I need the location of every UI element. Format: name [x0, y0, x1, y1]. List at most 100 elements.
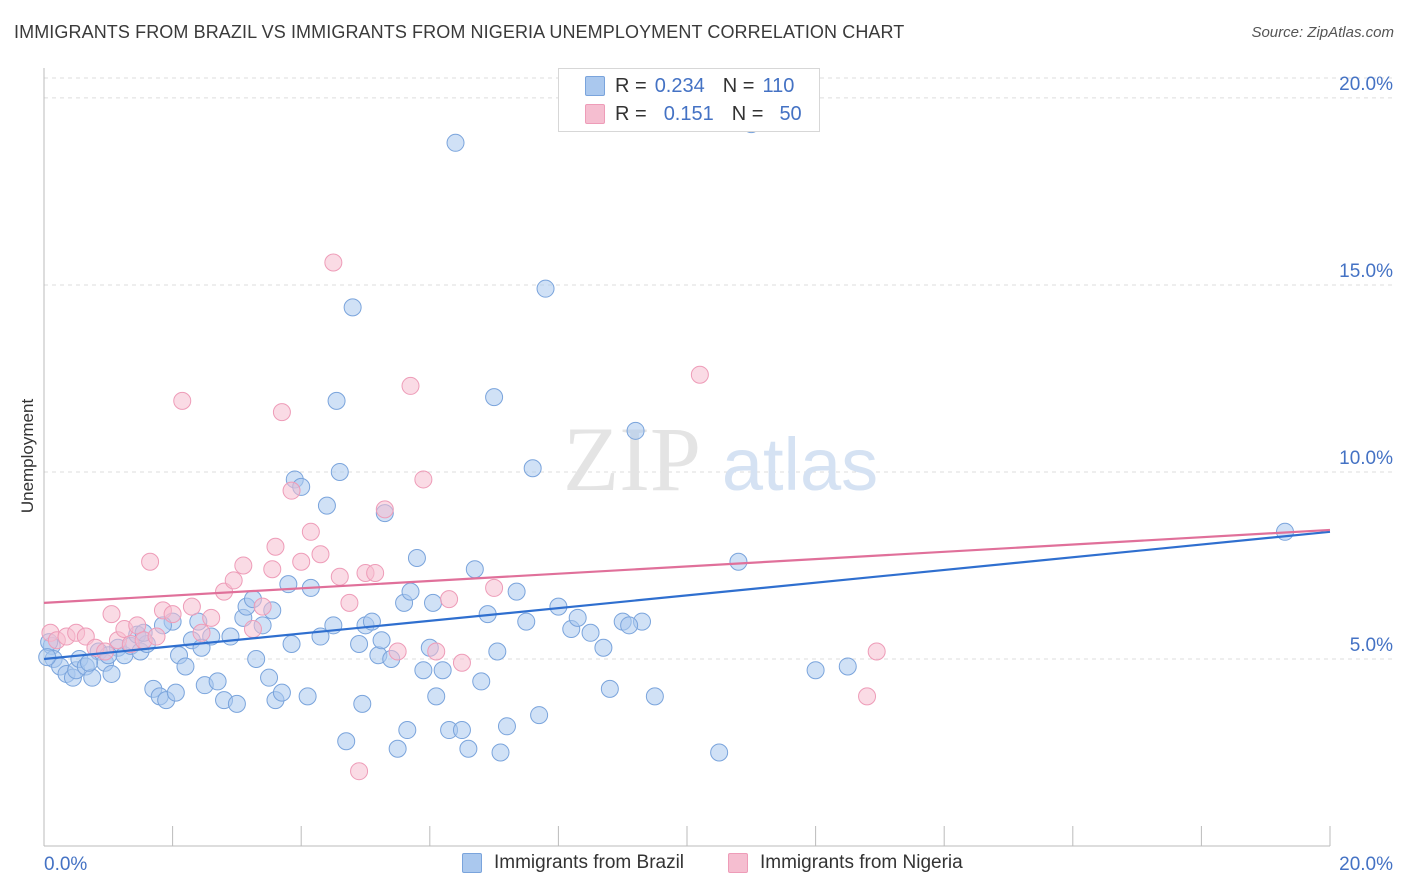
- y-tick-label: 15.0%: [1339, 261, 1393, 282]
- brazil-point: [530, 706, 549, 725]
- brazil-point: [568, 608, 587, 627]
- nigeria-point: [401, 376, 420, 395]
- brazil-point: [424, 593, 443, 612]
- nigeria-point: [858, 687, 877, 706]
- brazil-point: [491, 743, 510, 762]
- legend-nigeria-n-label: N =: [731, 102, 764, 125]
- brazil-point: [620, 616, 639, 635]
- legend-brazil-n-value: 110: [762, 74, 795, 97]
- nigeria-point: [266, 537, 285, 556]
- y-tick-label: 5.0%: [1350, 635, 1393, 656]
- legend-row-nigeria: R = 0.151 N = 50: [585, 102, 802, 126]
- brazil-point: [337, 732, 356, 751]
- brazil-point: [407, 548, 426, 567]
- brazil-point: [517, 612, 536, 631]
- brazil-point: [372, 631, 391, 650]
- nigeria-point: [282, 481, 301, 500]
- nigeria-point: [292, 552, 311, 571]
- watermark-atlas: atlas: [722, 423, 878, 506]
- x-tick-label: 20.0%: [1339, 854, 1393, 875]
- tick-label-layer: 5.0% 10.0% 15.0% 20.0% 0.0% 20.0%: [44, 74, 1393, 875]
- brazil-legend-swatch: [462, 853, 482, 873]
- brazil-point: [472, 672, 491, 691]
- points-layer: [38, 115, 1294, 781]
- brazil-point: [343, 298, 362, 317]
- brazil-point: [433, 661, 452, 680]
- brazil-point: [398, 721, 417, 740]
- brazil-point: [260, 668, 279, 687]
- nigeria-point: [366, 563, 385, 582]
- brazil-point: [497, 717, 516, 736]
- nigeria-point: [485, 578, 504, 597]
- brazil-point: [80, 653, 99, 672]
- source-label: Source: ZipAtlas.com: [1251, 24, 1394, 41]
- brazil-point: [626, 421, 645, 440]
- brazil-point: [465, 560, 484, 579]
- legend-nigeria-r-value: 0.151: [663, 102, 714, 125]
- x-tick-label: 0.0%: [44, 854, 87, 875]
- nigeria-point: [141, 552, 160, 571]
- brazil-point: [729, 552, 748, 571]
- brazil-point: [446, 133, 465, 152]
- nigeria-point: [340, 593, 359, 612]
- correlation-legend: R = 0.234 N = 110 R = 0.151 N = 50: [558, 68, 820, 132]
- nigeria-point: [243, 620, 262, 639]
- series-legend-nigeria[interactable]: Immigrants from Nigeria: [728, 852, 963, 874]
- brazil-point: [523, 459, 542, 478]
- series-legend-brazil-label: Immigrants from Brazil: [494, 852, 685, 873]
- nigeria-point: [452, 653, 471, 672]
- brazil-point: [227, 694, 246, 713]
- nigeria-point: [388, 642, 407, 661]
- y-tick-label: 10.0%: [1339, 448, 1393, 469]
- series-legend: Immigrants from Brazil Immigrants from N…: [0, 852, 1406, 878]
- legend-brazil-n-label: N =: [722, 74, 755, 97]
- brazil-point: [327, 391, 346, 410]
- nigeria-trend-line: [43, 528, 1331, 604]
- brazil-point: [401, 582, 420, 601]
- brazil-point: [247, 649, 266, 668]
- chart-title: IMMIGRANTS FROM BRAZIL VS IMMIGRANTS FRO…: [14, 22, 905, 42]
- nigeria-point: [263, 560, 282, 579]
- brazil-point: [272, 683, 291, 702]
- nigeria-point: [253, 597, 272, 616]
- brazil-point: [330, 462, 349, 481]
- nigeria-point: [375, 500, 394, 519]
- brazil-point: [102, 664, 121, 683]
- brazil-point: [427, 687, 446, 706]
- brazil-swatch: [585, 76, 605, 96]
- brazil-point: [298, 687, 317, 706]
- brazil-point: [838, 657, 857, 676]
- series-legend-brazil[interactable]: Immigrants from Brazil: [462, 852, 684, 874]
- nigeria-point: [330, 567, 349, 586]
- brazil-point: [452, 721, 471, 740]
- y-axis-label: Unemployment: [18, 398, 37, 514]
- brazil-point: [414, 661, 433, 680]
- nigeria-point: [867, 642, 886, 661]
- legend-brazil-r-label: R =: [615, 74, 647, 97]
- brazil-point: [353, 694, 372, 713]
- brazil-point: [459, 739, 478, 758]
- nigeria-point: [173, 391, 192, 410]
- axis-layer: [43, 68, 1331, 847]
- brazil-point: [536, 279, 555, 298]
- nigeria-point: [427, 642, 446, 661]
- nigeria-point: [102, 605, 121, 624]
- brazil-point: [806, 661, 825, 680]
- nigeria-point: [311, 545, 330, 564]
- nigeria-point: [128, 616, 147, 635]
- nigeria-point: [414, 470, 433, 489]
- nigeria-swatch: [585, 104, 605, 124]
- series-legend-nigeria-label: Immigrants from Nigeria: [760, 852, 963, 873]
- nigeria-point: [163, 605, 182, 624]
- brazil-point: [645, 687, 664, 706]
- legend-nigeria-r-label: R =: [615, 102, 647, 125]
- nigeria-point: [272, 403, 291, 422]
- nigeria-point: [234, 556, 253, 575]
- legend-row-brazil: R = 0.234 N = 110: [585, 74, 794, 98]
- legend-nigeria-n-value: 50: [779, 102, 802, 125]
- legend-brazil-r-value: 0.234: [654, 74, 705, 97]
- nigeria-point: [324, 253, 343, 272]
- brazil-point: [507, 582, 526, 601]
- nigeria-point: [690, 365, 709, 384]
